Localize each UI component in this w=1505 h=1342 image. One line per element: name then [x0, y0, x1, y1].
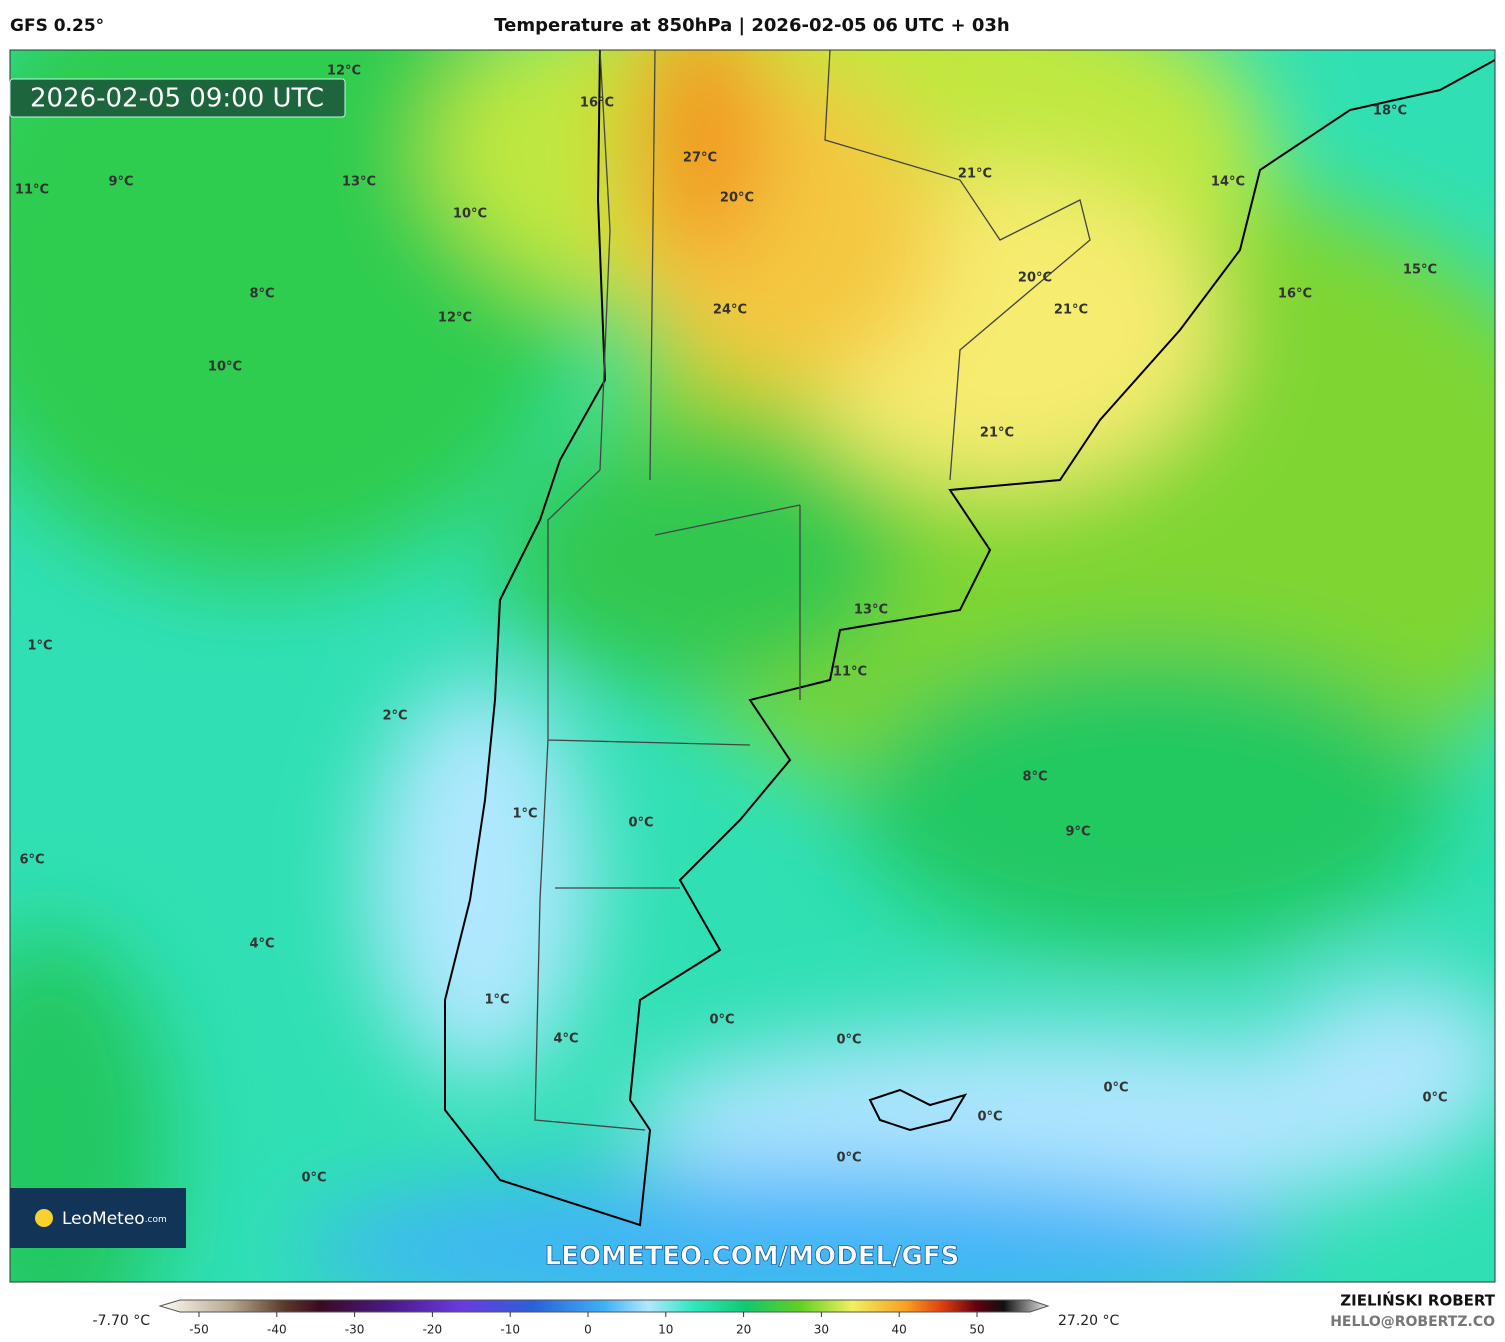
model-name: GFS 0.25° — [10, 16, 104, 36]
logo: LeoMeteo.com — [62, 1209, 167, 1229]
temperature-label: 16°C — [580, 96, 614, 111]
logo-sun — [35, 1209, 53, 1227]
temperature-label: 13°C — [854, 603, 888, 618]
temperature-label: 8°C — [1022, 770, 1047, 785]
temperature-label: 1°C — [27, 639, 52, 654]
colorbar-tick-label: 30 — [814, 1323, 829, 1337]
temperature-label: 14°C — [1211, 175, 1245, 190]
temperature-label: 21°C — [958, 167, 992, 182]
colorbar-tick-label: -50 — [189, 1323, 209, 1337]
colorbar-tick-label: 0 — [584, 1323, 592, 1337]
colorbar-tick-label: -10 — [500, 1323, 520, 1337]
colorbar-min: -7.70 °C — [93, 1313, 151, 1329]
time-box — [9, 78, 346, 118]
colorbar-max: 27.20 °C — [1058, 1313, 1120, 1329]
temperature-label: 8°C — [249, 287, 274, 302]
temperature-label: 6°C — [19, 853, 44, 868]
author-name: ZIELIŃSKI ROBERT — [1340, 1291, 1495, 1310]
temperature-label: 21°C — [1054, 303, 1088, 318]
colorbar-tick-label: -40 — [267, 1323, 287, 1337]
temperature-label: 9°C — [108, 175, 133, 190]
coastline — [444, 50, 1495, 1227]
valid-time: 2026-02-05 09:00 UTC — [30, 84, 324, 114]
temperature-label: 27°C — [683, 151, 717, 166]
map-title: Temperature at 850hPa | 2026-02-05 06 UT… — [494, 15, 1009, 36]
temperature-label: 10°C — [208, 360, 242, 375]
temperature-label: 11°C — [15, 183, 49, 198]
temperature-label: 16°C — [1278, 287, 1312, 302]
colorbar-tick-label: -20 — [423, 1323, 443, 1337]
temperature-label: 10°C — [453, 207, 487, 222]
temperature-label: 0°C — [628, 816, 653, 831]
colorbar-tick-label: -30 — [345, 1323, 365, 1337]
colorbar-ticks: -50 -40 -30 -20 -10 0 10 20 30 40 50 — [189, 1312, 985, 1337]
temperature-label: 0°C — [1103, 1081, 1128, 1096]
temperature-label: 0°C — [1422, 1091, 1447, 1106]
temperature-label: 1°C — [512, 807, 537, 822]
colorbar — [158, 1299, 1050, 1313]
logo-suffix: .com — [145, 1215, 167, 1225]
colorbar-tick-label: 50 — [969, 1323, 984, 1337]
colorbar-tick-label: 10 — [658, 1323, 673, 1337]
temperature-label: 20°C — [1018, 271, 1052, 286]
temperature-label: 11°C — [833, 665, 867, 680]
temperature-label: 12°C — [438, 311, 472, 326]
temperature-label: 20°C — [720, 191, 754, 206]
author-email: HELLO@ROBERTZ.CO — [1330, 1314, 1495, 1330]
temperature-label: 18°C — [1373, 104, 1407, 119]
temperature-label: 2°C — [382, 709, 407, 724]
colorbar-tick-label: 20 — [736, 1323, 751, 1337]
temperature-label: 9°C — [1065, 825, 1090, 840]
temperature-label: 21°C — [980, 426, 1014, 441]
watermark: LEOMETEO.COM/MODEL/GFS — [545, 1242, 960, 1272]
colorbar-tick-label: 40 — [892, 1323, 907, 1337]
temperature-label: 0°C — [836, 1033, 861, 1048]
temperature-label: 0°C — [709, 1013, 734, 1028]
temperature-label: 0°C — [301, 1171, 326, 1186]
temperature-label: 24°C — [713, 303, 747, 318]
temperature-label: 1°C — [484, 993, 509, 1008]
temperature-label: 13°C — [342, 175, 376, 190]
temperature-labels: 12°C 16°C 18°C 11°C 9°C 13°C 10°C 27°C 20°C 21°C 1… — [15, 64, 1448, 1186]
temperature-label: 0°C — [977, 1110, 1002, 1125]
temperature-label: 12°C — [327, 64, 361, 79]
temperature-label: 4°C — [553, 1032, 578, 1047]
map-frame — [9, 49, 1496, 1283]
borders — [534, 50, 1091, 1131]
logo-name: LeoMeteo — [62, 1209, 145, 1229]
temperature-label: 4°C — [249, 937, 274, 952]
falklands — [868, 1088, 968, 1132]
temperature-label: 0°C — [836, 1151, 861, 1166]
temperature-label: 15°C — [1403, 263, 1437, 278]
